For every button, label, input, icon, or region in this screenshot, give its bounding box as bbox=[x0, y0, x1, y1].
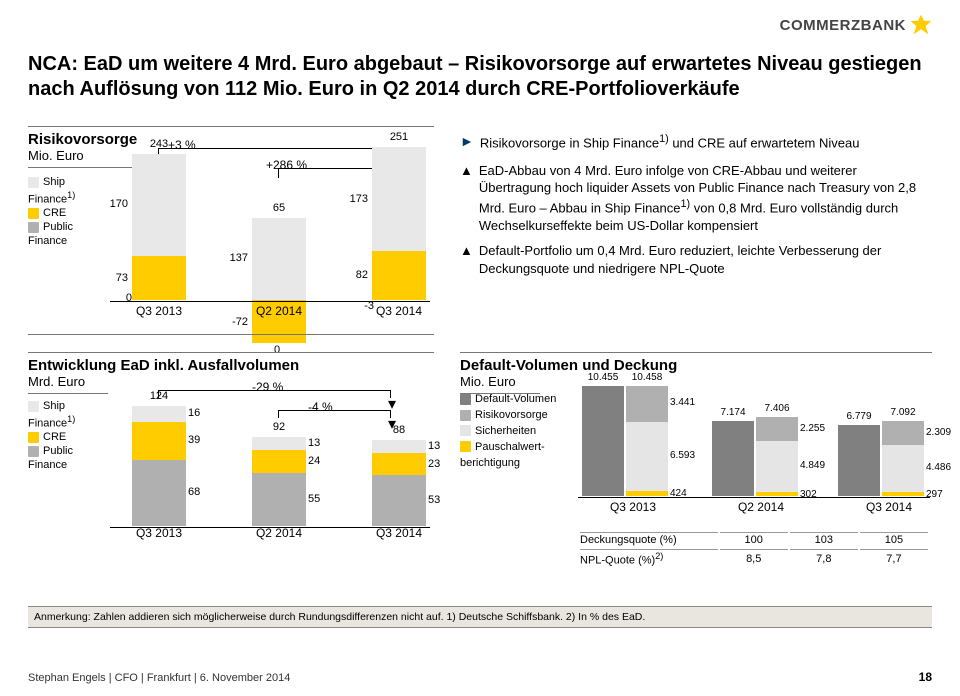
ead-cat-2: Q3 2014 bbox=[364, 526, 434, 540]
ead-bar-q3-2013: 124 16 39 68 bbox=[132, 406, 186, 526]
brand-logo: COMMERZBANK bbox=[780, 14, 932, 36]
dvd-legend-paw: Pauschalwert­berichtigung bbox=[460, 440, 570, 472]
dvd-stack-q3-2013: 10.458 3.441 6.593 424 bbox=[626, 386, 668, 496]
ead-legend: Ship Finance1) CRE Public Finance bbox=[28, 400, 108, 472]
rv-cat-2: Q3 2014 bbox=[364, 304, 434, 318]
dvd-chart: 10.455 10.458 3.441 6.593 424 7.174 7.40… bbox=[578, 374, 930, 524]
ead-block: Entwicklung EaD inkl. Ausfallvolumen Mrd… bbox=[28, 352, 434, 394]
ead-subtitle: Mrd. Euro bbox=[28, 374, 108, 394]
triangle-icon: ▲ bbox=[460, 162, 473, 235]
dvd-stack-q3-2014: 7.092 2.309 4.486 297 bbox=[882, 421, 924, 496]
ead-cat-0: Q3 2013 bbox=[124, 526, 194, 540]
rv-legend: Ship Finance1) CRE Public Finance bbox=[28, 176, 108, 248]
rv-bar-q3-2013: 243 170 73 0 bbox=[132, 154, 186, 300]
dvd-cat-1: Q2 2014 bbox=[726, 500, 796, 514]
risikovorsorge-block: Risikovorsorge Mio. Euro Ship Finance1) … bbox=[28, 126, 434, 172]
bullet-2-text: Default-Portfolio um 0,4 Mrd. Euro reduz… bbox=[479, 242, 932, 277]
dvd-stack-q2-2014: 7.406 2.255 4.849 302 bbox=[756, 417, 798, 496]
bullet-1: ▲ EaD-Abbau von 4 Mrd. Euro infolge von … bbox=[460, 162, 932, 235]
rv-cat-1: Q2 2014 bbox=[244, 304, 314, 318]
ead-chart: -29 % -4 % ▾ ▾ 124 16 39 68 92 13 24 55 … bbox=[110, 382, 430, 552]
default-volumen-block: Default-Volumen und Deckung Mio. Euro De… bbox=[460, 352, 932, 394]
bullet-lead: ► Risikovorsorge in Ship Finance1) und C… bbox=[460, 132, 932, 152]
dvd-table: Deckungsquote (%) 100 103 105 NPL-Quote … bbox=[578, 530, 930, 570]
bullet-2: ▲ Default-Portfolio um 0,4 Mrd. Euro red… bbox=[460, 242, 932, 277]
arrow-icon: ▾ bbox=[388, 394, 396, 414]
footnote-bar: Anmerkung: Zahlen addieren sich mögliche… bbox=[28, 606, 932, 628]
commerzbank-icon bbox=[910, 14, 932, 36]
ead-bar-q2-2014: 92 13 24 55 bbox=[252, 437, 306, 526]
ead-title: Entwicklung EaD inkl. Ausfallvolumen bbox=[28, 357, 434, 374]
ead-cat-1: Q2 2014 bbox=[244, 526, 314, 540]
dvd-legend-sic: Sicherheiten bbox=[460, 424, 570, 440]
bullets-block: ► Risikovorsorge in Ship Finance1) und C… bbox=[460, 132, 932, 285]
slide-title: NCA: EaD um weitere 4 Mrd. Euro abgebaut… bbox=[28, 52, 932, 102]
rv-bar-q2-2014: 65 137 -72 0 bbox=[252, 218, 306, 300]
dvd-def-q3-2014: 6.779 bbox=[838, 425, 880, 496]
ead-legend-cre: CRE bbox=[28, 431, 108, 445]
dvd-sub: Mio. Euro bbox=[460, 374, 540, 394]
dvd-def-q2-2014: 7.174 bbox=[712, 421, 754, 496]
rv-bar-q3-2014: 251 173 82 -3 bbox=[372, 147, 426, 300]
rv-chart: +3 % +286 % ▾ ▾ 243 170 73 0 65 137 bbox=[110, 160, 430, 330]
footer-line: Stephan Engels | CFO | Frankfurt | 6. No… bbox=[28, 672, 290, 684]
table-row: NPL-Quote (%)2) 8,5 7,8 7,7 bbox=[580, 549, 928, 568]
dvd-def-q3-2013: 10.455 bbox=[582, 386, 624, 496]
rv-legend-cre: CRE bbox=[28, 207, 108, 221]
chevron-icon: ► bbox=[460, 132, 474, 152]
rv-legend-public: Public Finance bbox=[28, 221, 108, 249]
page-number: 18 bbox=[919, 670, 932, 684]
dvd-legend: Default-Volumen Risikovorsorge Sicherhei… bbox=[460, 392, 570, 472]
rv-legend-ship: Ship Finance1) bbox=[28, 176, 108, 207]
dvd-legend-rv: Risikovorsorge bbox=[460, 408, 570, 424]
table-row: Deckungsquote (%) 100 103 105 bbox=[580, 532, 928, 547]
dvd-legend-def: Default-Volumen bbox=[460, 392, 570, 408]
dvd-cat-0: Q3 2013 bbox=[598, 500, 668, 514]
rv-cat-0: Q3 2013 bbox=[124, 304, 194, 318]
ead-legend-public: Public Finance bbox=[28, 445, 108, 473]
brand-name: COMMERZBANK bbox=[780, 17, 906, 34]
ead-delta-1: -29 % bbox=[252, 380, 283, 394]
bullet-1-text: EaD-Abbau von 4 Mrd. Euro infolge von CR… bbox=[479, 162, 932, 235]
triangle-icon: ▲ bbox=[460, 242, 473, 277]
dvd-title: Default-Volumen und Deckung bbox=[460, 357, 932, 374]
ead-delta-2: -4 % bbox=[308, 400, 333, 414]
bullet-lead-text: Risikovorsorge in Ship Finance1) und CRE… bbox=[480, 132, 860, 152]
dvd-cat-2: Q3 2014 bbox=[854, 500, 924, 514]
ead-legend-ship: Ship Finance1) bbox=[28, 400, 108, 431]
ead-bar-q3-2014: 88 13 23 53 bbox=[372, 440, 426, 526]
rv-delta-2: +286 % bbox=[266, 158, 307, 172]
